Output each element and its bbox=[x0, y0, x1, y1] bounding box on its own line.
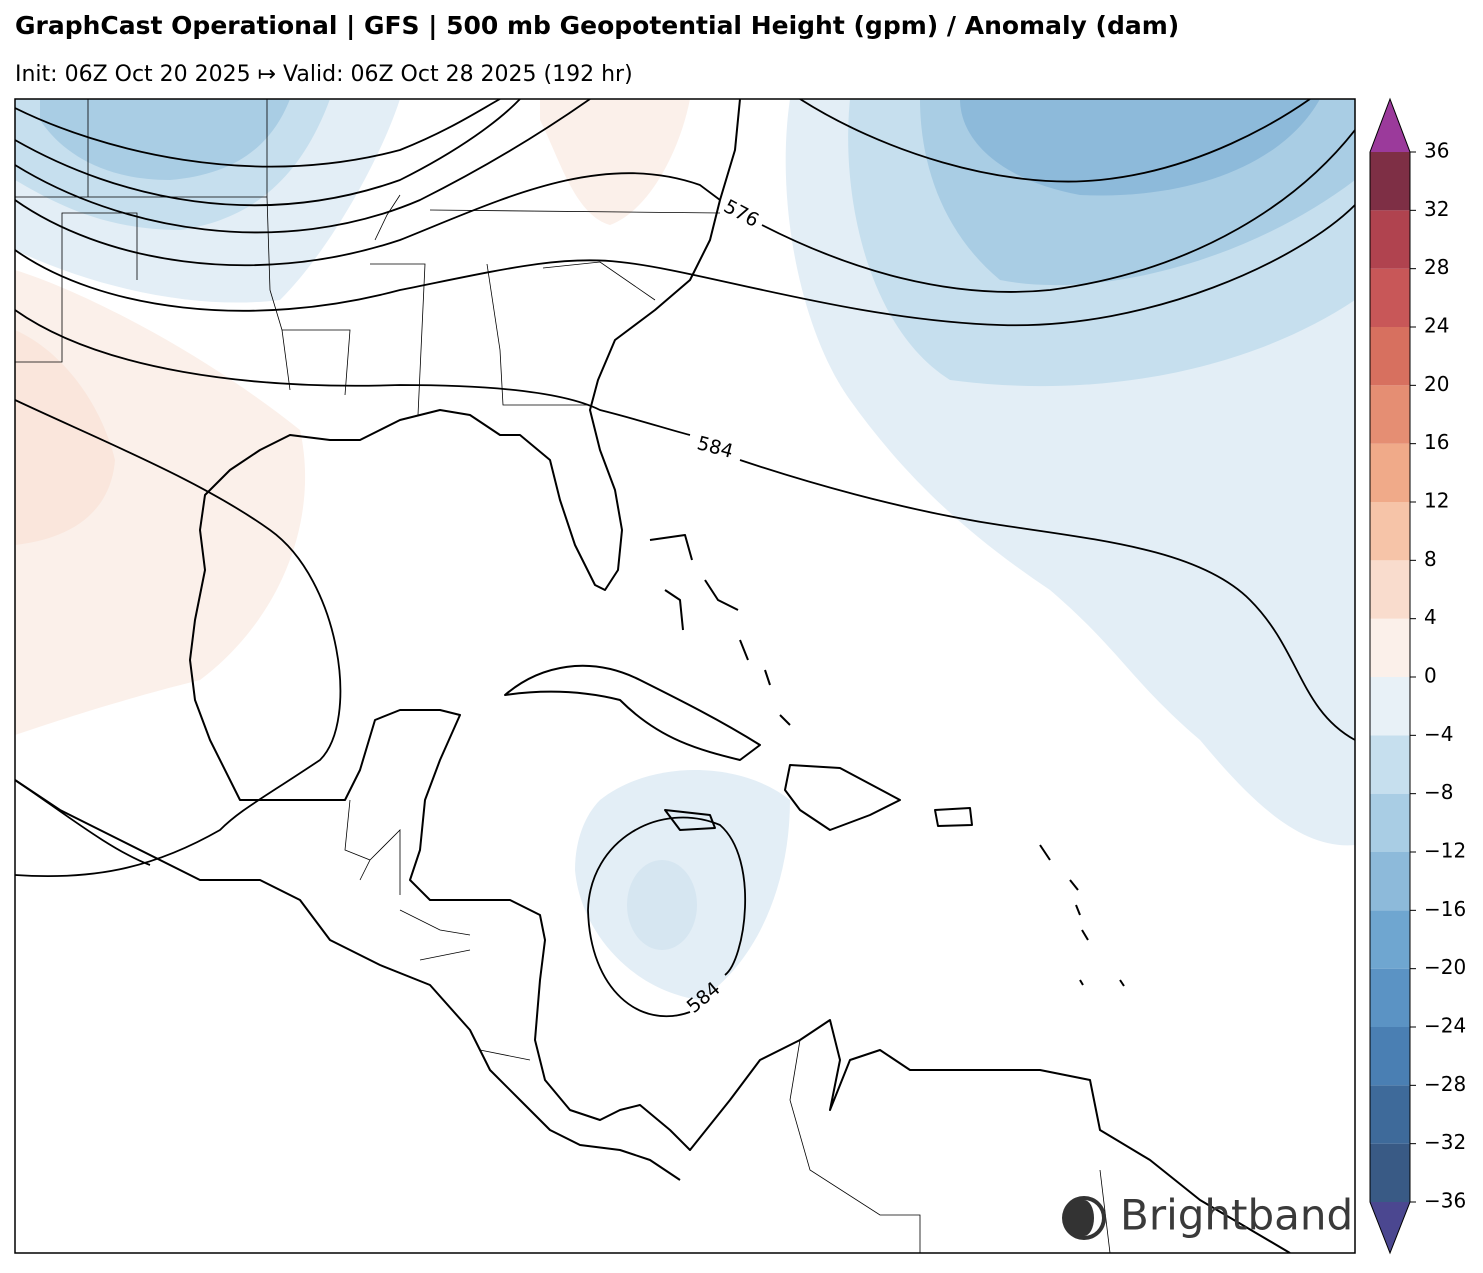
colorbar-tick-label: −36 bbox=[1424, 1189, 1466, 1213]
colorbar-band bbox=[1370, 560, 1410, 619]
colorbar-band bbox=[1370, 852, 1410, 911]
colorbar-extend bbox=[1370, 99, 1410, 152]
colorbar-tick-label: 4 bbox=[1424, 605, 1437, 629]
colorbar-tick-label: 8 bbox=[1424, 547, 1437, 571]
colorbar-band bbox=[1370, 385, 1410, 444]
colorbar-band bbox=[1370, 735, 1410, 794]
colorbar-band bbox=[1370, 502, 1410, 561]
colorbar-tick-label: 16 bbox=[1424, 430, 1449, 454]
coastline bbox=[15, 779, 681, 1181]
anomaly-area bbox=[540, 99, 690, 225]
anomaly-area bbox=[15, 330, 115, 545]
colorbar-band bbox=[1370, 327, 1410, 386]
contour-line bbox=[15, 399, 342, 878]
colorbar-band bbox=[1370, 443, 1410, 502]
colorbar-band bbox=[1370, 910, 1410, 969]
contour-line bbox=[15, 129, 1355, 293]
title: GraphCast Operational | GFS | 500 mb Geo… bbox=[15, 11, 1179, 40]
contour-line bbox=[15, 309, 1355, 741]
island bbox=[664, 809, 716, 831]
colorbar-tick-label: −4 bbox=[1424, 722, 1453, 746]
colorbar-band bbox=[1370, 268, 1410, 327]
contour-line bbox=[15, 99, 1311, 234]
colorbar-band bbox=[1370, 152, 1410, 211]
colorbar: −36 −32 −28 −24 −20 −16 −12 −8 −4 0 4 8 12 16 20 24 28 32… bbox=[1369, 97, 1466, 1255]
colorbar-tick-label: 24 bbox=[1424, 314, 1449, 338]
anomaly-area bbox=[40, 99, 290, 180]
colorbar-tick-label: −16 bbox=[1424, 897, 1466, 921]
colorbar-tick-label: −8 bbox=[1424, 780, 1453, 804]
colorbar-band bbox=[1370, 1027, 1410, 1086]
contour-line bbox=[15, 99, 521, 207]
colorbar-tick-label: 28 bbox=[1424, 255, 1449, 279]
colorbar-band bbox=[1370, 968, 1410, 1027]
colorbar-band bbox=[1370, 793, 1410, 852]
colorbar-tick-label: −12 bbox=[1424, 839, 1466, 863]
map-frame bbox=[14, 98, 1356, 1254]
contour-line bbox=[15, 99, 501, 168]
colorbar-extend bbox=[1370, 1202, 1410, 1253]
contour-line bbox=[587, 816, 746, 1018]
map: 576 584 584 Brightband bbox=[15, 99, 1355, 1253]
island bbox=[934, 807, 973, 827]
colorbar-tick-label: 12 bbox=[1424, 489, 1449, 513]
island bbox=[784, 764, 901, 831]
island bbox=[504, 664, 761, 761]
colorbar-tick-label: −32 bbox=[1424, 1130, 1466, 1154]
colorbar-tick-label: −24 bbox=[1424, 1014, 1466, 1038]
colorbar-tick-label: −28 bbox=[1424, 1072, 1466, 1096]
colorbar-band bbox=[1370, 1143, 1410, 1202]
logo-text: Brightband bbox=[1120, 1191, 1353, 1240]
colorbar-band bbox=[1370, 677, 1410, 736]
colorbar-tick-label: 32 bbox=[1424, 197, 1449, 221]
anomaly-area bbox=[960, 99, 1320, 196]
colorbar-band bbox=[1370, 618, 1410, 677]
colorbar-tick-label: −20 bbox=[1424, 955, 1466, 979]
colorbar-band bbox=[1370, 210, 1410, 269]
island bbox=[649, 534, 1125, 987]
logo: Brightband bbox=[1062, 1191, 1353, 1240]
colorbar-tick-label: 0 bbox=[1424, 664, 1437, 688]
coastline bbox=[189, 99, 1291, 1253]
colorbar-tick-label: 36 bbox=[1424, 139, 1449, 163]
colorbar-band bbox=[1370, 1085, 1410, 1144]
colorbar-tick-label: 20 bbox=[1424, 372, 1449, 396]
subtitle: Init: 06Z Oct 20 2025 ↦ Valid: 06Z Oct 2… bbox=[15, 62, 633, 87]
anomaly-area bbox=[15, 270, 306, 735]
anomaly-area bbox=[627, 860, 697, 950]
contour-line bbox=[15, 204, 1355, 327]
